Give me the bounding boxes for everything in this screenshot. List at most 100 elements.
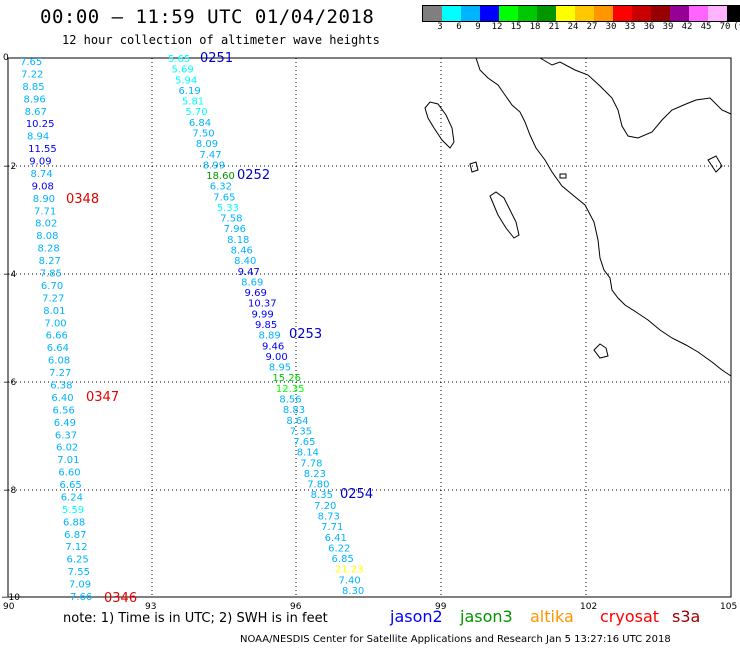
legend-swatch: [423, 6, 442, 21]
x-tick-label: 105: [720, 602, 737, 612]
legend-label: (ft): [733, 22, 740, 32]
wave-height-value: 7.85: [40, 269, 62, 280]
wave-height-value: 7.78: [300, 458, 322, 469]
wave-height-value: 6.87: [64, 530, 86, 541]
pass-time-label: 0253: [289, 327, 322, 342]
legend-swatch: [689, 6, 708, 21]
legend-label: 27: [586, 22, 598, 32]
wave-height-value: 18.60: [206, 171, 235, 182]
x-tick-label: 93: [145, 602, 156, 612]
wave-height-value: 8.28: [37, 244, 59, 255]
wave-height-value: 6.40: [51, 393, 73, 404]
wave-height-value: 8.27: [39, 256, 61, 267]
wave-height-value: 7.09: [69, 580, 91, 591]
legend-label: 70: [719, 22, 731, 32]
wave-height-value: 10.25: [26, 119, 55, 130]
wave-height-value: 6.41: [325, 533, 347, 544]
legend-label: 30: [605, 22, 617, 32]
legend-label: 12: [491, 22, 503, 32]
wave-height-value: 8.56: [279, 394, 301, 405]
wave-height-value: 5.65: [168, 54, 190, 65]
wave-height-value: 9.85: [255, 320, 277, 331]
legend-label: 42: [681, 22, 693, 32]
legend-label: 33: [624, 22, 636, 32]
wave-height-value: 8.96: [23, 94, 45, 105]
wave-height-value: 8.64: [286, 416, 308, 427]
wave-height-value: 7.50: [192, 128, 214, 139]
pass-time-label: 0347: [86, 390, 119, 405]
legend-label: 24: [567, 22, 579, 32]
wave-height-value: 7.27: [42, 293, 64, 304]
wave-height-value: 7.71: [34, 206, 56, 217]
wave-height-value: 6.24: [61, 492, 83, 503]
wave-height-value: 6.49: [54, 418, 76, 429]
coastline: [424, 57, 732, 377]
satellite-label-s3a: s3a: [672, 607, 701, 626]
wave-height-value: 8.90: [33, 194, 55, 205]
legend-swatch: [461, 6, 480, 21]
color-legend: [422, 5, 740, 22]
wave-height-value: 6.66: [46, 331, 68, 342]
legend-swatch: [556, 6, 575, 21]
satellite-label-altika: altika: [530, 607, 574, 626]
y-tick-label: −10: [1, 593, 20, 603]
wave-height-value: 8.02: [35, 219, 57, 230]
wave-height-value: 7.58: [220, 214, 242, 225]
y-tick-label: 0: [3, 53, 9, 63]
wave-height-value: 8.94: [27, 132, 49, 143]
wave-height-value: 10.37: [248, 299, 277, 310]
wave-height-value: 8.69: [241, 277, 263, 288]
wave-height-value: 7.71: [321, 522, 343, 533]
wave-height-value: 11.55: [28, 144, 57, 155]
wave-height-value: 7.65: [293, 437, 315, 448]
wave-height-value: 7.96: [224, 224, 246, 235]
legend-label: 15: [510, 22, 522, 32]
wave-height-value: 5.69: [171, 65, 193, 76]
wave-height-value: 9.99: [252, 309, 274, 320]
wave-height-value: 5.81: [182, 97, 204, 108]
legend-swatch: [594, 6, 613, 21]
x-tick-label: 96: [290, 602, 302, 612]
track-2: 5.655.695.946.195.815.706.847.508.097.47…: [168, 51, 373, 597]
wave-height-value: 6.32: [210, 182, 232, 193]
wave-height-value: 5.33: [217, 203, 239, 214]
y-tick-label: −8: [3, 486, 17, 496]
wave-height-value: 9.46: [262, 341, 284, 352]
page-subtitle: 12 hour collection of altimeter wave hei…: [62, 33, 380, 47]
legend-label: 39: [662, 22, 674, 32]
wave-height-value: 21.23: [335, 565, 364, 576]
wave-height-value: 9.47: [238, 267, 260, 278]
legend-label: 45: [700, 22, 712, 32]
wave-height-value: 8.08: [36, 231, 58, 242]
wave-height-value: 7.35: [290, 426, 312, 437]
satellite-label-jason2: jason2: [390, 607, 443, 626]
wave-height-value: 8.83: [283, 405, 305, 416]
wave-height-value: 9.09: [29, 157, 51, 168]
x-tick-label: 102: [580, 602, 597, 612]
wave-height-value: 6.88: [63, 517, 85, 528]
legend-swatch: [613, 6, 632, 21]
wave-height-value: 8.23: [304, 469, 326, 480]
wave-height-value: 7.22: [21, 69, 43, 80]
wave-height-value: 6.60: [58, 468, 80, 479]
wave-height-value: 6.38: [50, 380, 72, 391]
y-tick-label: −6: [3, 378, 17, 388]
pass-time-label: 0254: [340, 487, 373, 502]
satellite-label-cryosat: cryosat: [600, 607, 660, 626]
legend-swatch: [499, 6, 518, 21]
wave-height-value: 6.19: [178, 86, 200, 97]
wave-height-value: 12.35: [276, 384, 305, 395]
y-tick-label: −2: [3, 162, 16, 172]
wave-height-value: 7.80: [307, 480, 329, 491]
wave-height-value: 8.89: [258, 331, 280, 342]
credit-line: NOAA/NESDIS Center for Satellite Applica…: [240, 634, 671, 645]
wave-height-value: 8.46: [231, 246, 253, 257]
pass-time-label: 0348: [66, 192, 99, 207]
wave-height-value: 8.95: [269, 363, 291, 374]
legend-swatch: [651, 6, 670, 21]
wave-height-value: 7.66: [70, 592, 92, 603]
wave-height-value: 8.73: [318, 512, 340, 523]
legend-swatch: [537, 6, 556, 21]
